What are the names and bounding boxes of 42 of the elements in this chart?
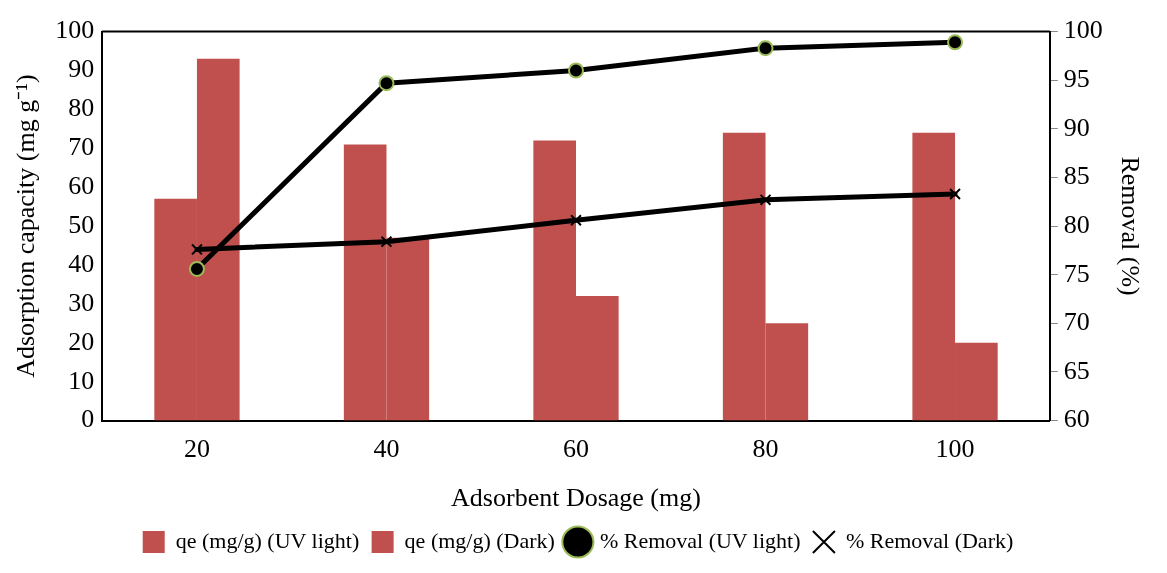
y2-tick-label: 85: [1063, 161, 1090, 191]
point: [188, 260, 205, 277]
y2-tick-label: 75: [1063, 258, 1090, 288]
legend-label: % Removal (Dark): [845, 527, 1014, 553]
y-tick-label: 0: [81, 404, 95, 434]
legend-label: qe (mg/g) (Dark): [404, 527, 555, 553]
y2-tick-label: 90: [1063, 112, 1090, 142]
point: [759, 193, 772, 206]
point: [757, 40, 774, 57]
x-tick-label: 80: [752, 434, 779, 464]
point: [378, 75, 395, 92]
point: [191, 243, 203, 256]
x-axis-title: Adsorbent Dosage (mg): [451, 483, 701, 513]
y2-tick-label: 80: [1063, 209, 1090, 239]
x-tick-label: 40: [373, 434, 400, 464]
y2-tick-label: 65: [1063, 355, 1090, 385]
point: [570, 214, 582, 227]
y-tick-label: 10: [68, 365, 95, 395]
y-tick-label: 50: [68, 209, 95, 239]
legend-label: % Removal (UV light): [599, 527, 801, 553]
y2-tick-label: 70: [1063, 307, 1090, 337]
y-tick-label: 20: [68, 326, 95, 356]
point: [947, 34, 964, 51]
x-tick-label: 20: [183, 434, 210, 464]
y-tick-label: 80: [68, 93, 95, 123]
y-tick-label: 70: [68, 132, 95, 162]
y2-axis-title: Removal (%): [1115, 156, 1145, 296]
point: [568, 62, 584, 79]
y-tick-label: 40: [68, 248, 95, 278]
point: [949, 188, 961, 200]
x-tick-label: 100: [935, 434, 975, 464]
y-tick-label: 60: [68, 171, 95, 201]
y2-tick-label: 100: [1063, 15, 1103, 45]
y-tick-label: 100: [55, 15, 95, 45]
point: [380, 235, 393, 248]
y-tick-label: 90: [68, 54, 95, 84]
x-tick-label: 60: [563, 434, 589, 464]
y2-tick-label: 95: [1063, 64, 1090, 94]
y2-tick-label: 60: [1063, 404, 1090, 434]
y-tick-label: 30: [68, 287, 95, 317]
y-axis-title: Adsorption capacity (mg g⁻¹): [11, 74, 41, 378]
legend-label: qe (mg/g) (UV light): [175, 527, 360, 553]
